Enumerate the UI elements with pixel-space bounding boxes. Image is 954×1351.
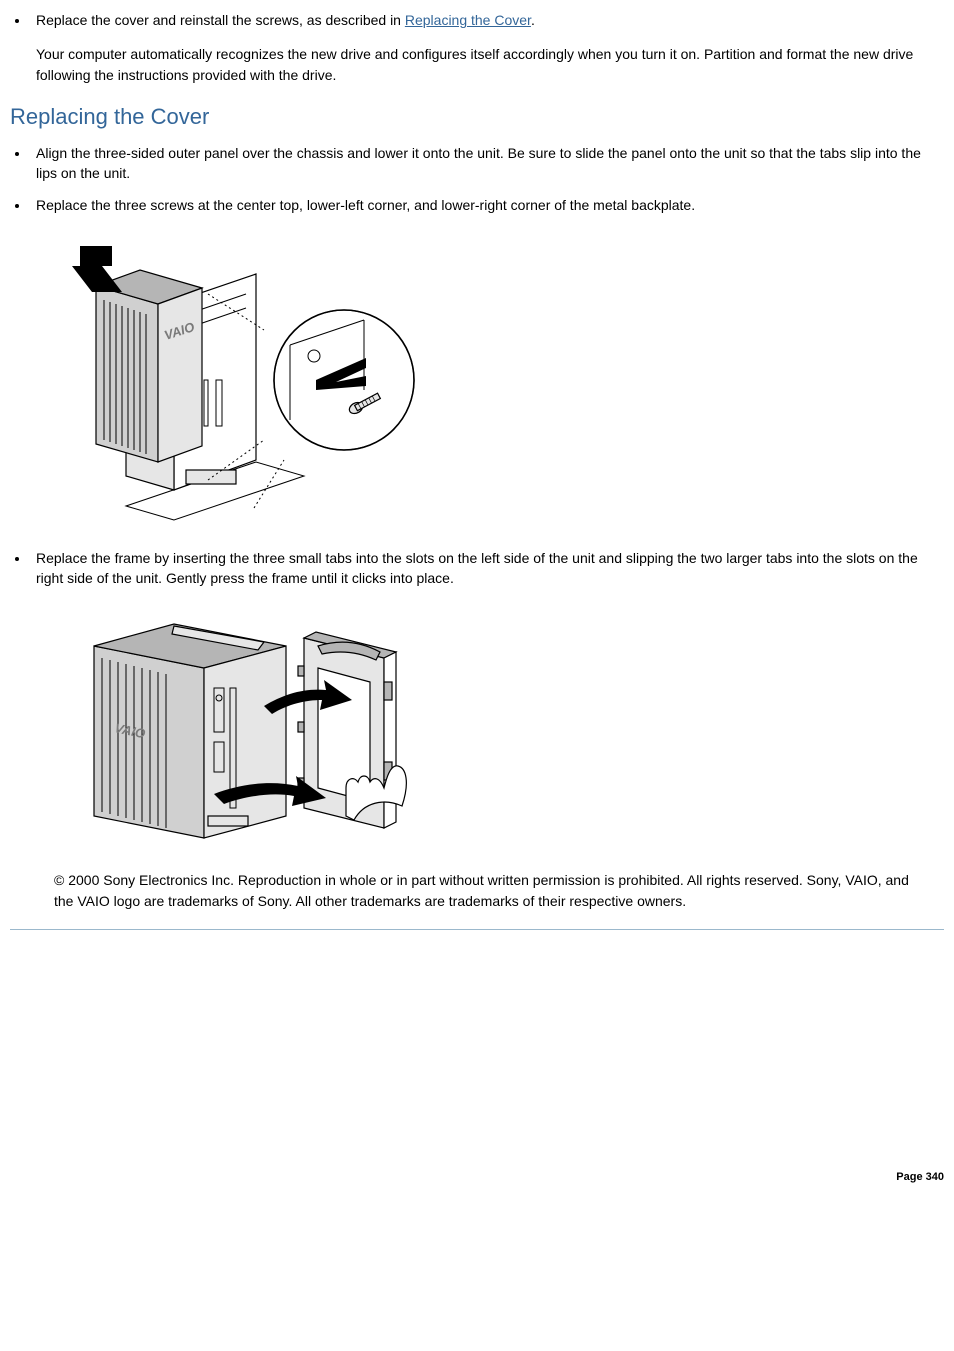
intro-text-suffix: .	[531, 12, 535, 28]
intro-text-prefix: Replace the cover and reinstall the scre…	[36, 12, 405, 28]
page-content: Replace the cover and reinstall the scre…	[10, 10, 944, 1186]
intro-item: Replace the cover and reinstall the scre…	[30, 10, 944, 85]
figure-cover-and-screw: VAIO	[54, 230, 944, 530]
figure-front-frame: VAIO	[54, 602, 944, 852]
copyright-notice: © 2000 Sony Electronics Inc. Reproductio…	[54, 870, 924, 911]
step-1: Align the three-sided outer panel over t…	[30, 143, 944, 184]
steps-list-2: Replace the frame by inserting the three…	[30, 548, 944, 589]
intro-followup: Your computer automatically recognizes t…	[36, 44, 944, 85]
page-number: Page 340	[10, 1170, 944, 1186]
steps-list: Align the three-sided outer panel over t…	[30, 143, 944, 216]
separator-rule	[10, 929, 944, 930]
intro-list: Replace the cover and reinstall the scre…	[30, 10, 944, 85]
replacing-cover-link[interactable]: Replacing the Cover	[405, 12, 531, 28]
step-3: Replace the frame by inserting the three…	[30, 548, 944, 589]
step-2: Replace the three screws at the center t…	[30, 195, 944, 215]
section-heading: Replacing the Cover	[10, 101, 944, 133]
